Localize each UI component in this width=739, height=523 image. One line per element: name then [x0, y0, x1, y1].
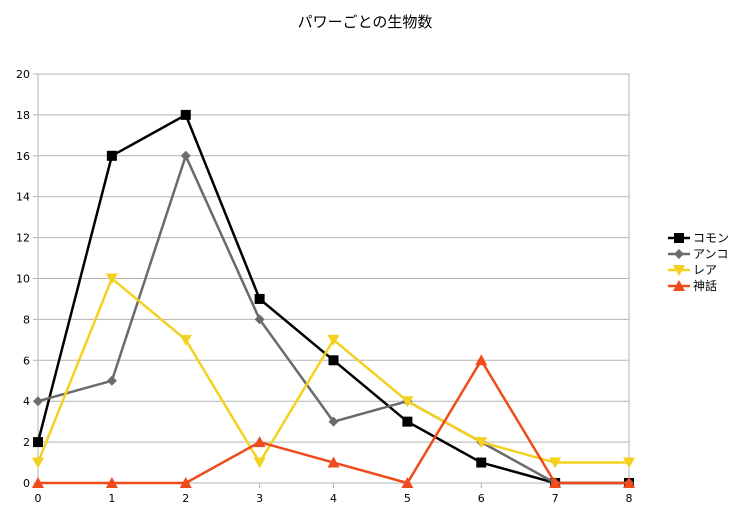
data-point — [549, 457, 562, 469]
x-tick-label: 5 — [404, 492, 411, 505]
series-line — [36, 113, 629, 485]
x-tick-label: 1 — [108, 492, 115, 505]
data-point — [328, 416, 339, 427]
data-point — [254, 293, 265, 304]
y-tick-label: 4 — [23, 395, 30, 408]
data-point — [401, 396, 414, 408]
legend-item-0: コモン — [668, 231, 729, 245]
y-tick-label: 20 — [16, 68, 30, 81]
legend-item-1: アンコ — [668, 247, 729, 261]
legend-marker — [673, 280, 685, 291]
series-group — [32, 109, 635, 488]
y-tick-label: 2 — [23, 436, 30, 449]
legend-label: レア — [693, 263, 717, 277]
x-tick-label: 2 — [182, 492, 189, 505]
y-tick-label: 16 — [16, 150, 30, 163]
series-2 — [32, 273, 635, 469]
legend-item-3: 神話 — [668, 278, 717, 293]
data-point — [476, 457, 487, 468]
x-tick-label: 0 — [35, 492, 42, 505]
data-point — [253, 436, 266, 448]
data-point — [475, 354, 488, 366]
x-tick-label: 7 — [552, 492, 559, 505]
y-tick-label: 8 — [23, 313, 30, 326]
data-point — [327, 456, 340, 468]
y-tick-label: 10 — [16, 273, 30, 286]
data-point — [401, 477, 414, 488]
data-point — [105, 477, 118, 488]
data-point — [180, 150, 191, 161]
data-point — [623, 477, 635, 488]
data-point — [32, 457, 44, 469]
legend-label: 神話 — [693, 278, 717, 293]
data-point — [623, 457, 635, 469]
series-3 — [32, 354, 635, 488]
x-tick-label: 3 — [256, 492, 263, 505]
data-point — [179, 477, 192, 488]
legend-label: アンコ — [693, 247, 729, 261]
y-tick-label: 0 — [23, 477, 30, 490]
legend-marker — [674, 249, 684, 259]
data-point — [105, 273, 118, 285]
data-point — [180, 109, 191, 120]
series-0 — [33, 109, 634, 488]
data-point — [475, 437, 488, 449]
series-line — [36, 276, 629, 465]
data-point — [33, 437, 43, 448]
data-point — [106, 375, 117, 386]
data-point — [179, 334, 192, 346]
y-tick-label: 12 — [16, 232, 30, 245]
data-point — [32, 477, 44, 488]
legend-item-2: レア — [668, 263, 717, 277]
legend-marker — [673, 265, 685, 276]
y-tick-label: 6 — [23, 354, 30, 367]
data-point — [106, 150, 117, 161]
legend-marker — [674, 233, 684, 243]
data-point — [328, 355, 339, 366]
chart-title: パワーごとの生物数 — [298, 13, 433, 31]
x-tick-label: 6 — [478, 492, 485, 505]
data-point — [327, 334, 340, 346]
x-tick-label: 8 — [626, 492, 633, 505]
legend-label: コモン — [693, 231, 729, 245]
x-tick-label: 4 — [330, 492, 337, 505]
y-tick-label: 14 — [16, 191, 30, 204]
data-point — [549, 477, 562, 488]
data-point — [33, 396, 43, 407]
data-point — [253, 457, 266, 469]
data-point — [254, 314, 265, 325]
y-tick-label: 18 — [16, 109, 30, 122]
data-point — [402, 416, 413, 427]
